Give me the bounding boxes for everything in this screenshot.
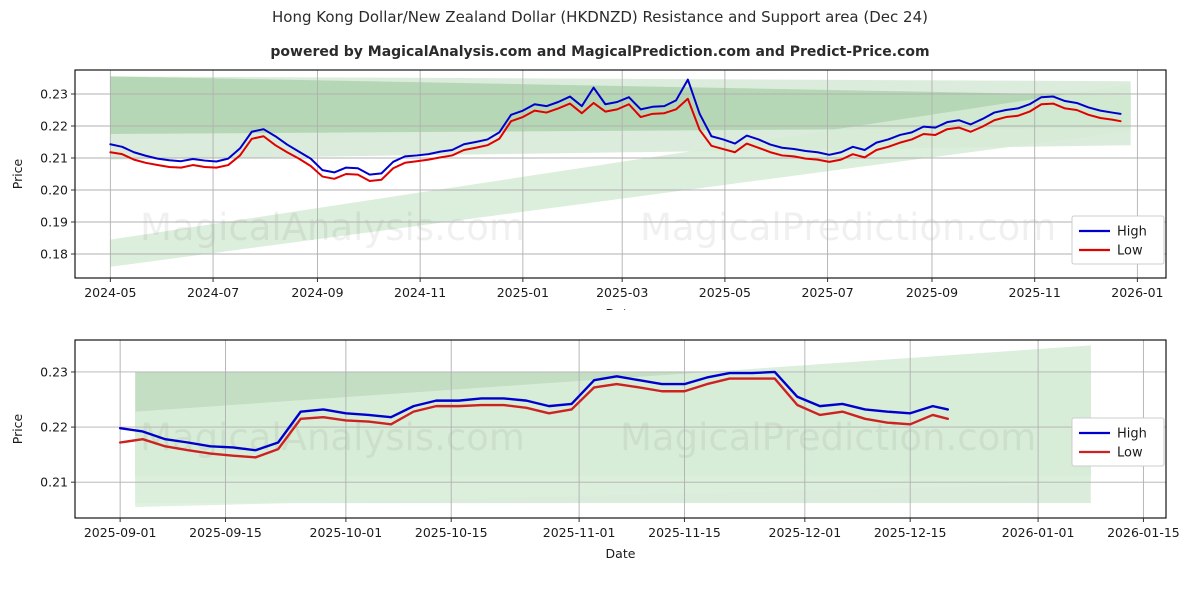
legend-label-high: High xyxy=(1117,225,1147,240)
series-line-low xyxy=(118,377,949,459)
grid-layer xyxy=(75,70,1166,278)
x-tick-label: 2024-05 xyxy=(84,285,136,300)
series-layer xyxy=(109,78,1122,183)
axis-layer: 0.18 0.19 0.20 0.21 0.22 0.23 2024-05 2024-07 20… xyxy=(10,87,1163,311)
resistance-band xyxy=(110,76,1131,134)
y-tick-label: 0.23 xyxy=(40,364,68,379)
watermark-text: MagicalPrediction.com xyxy=(640,206,1056,249)
legend-label-low: Low xyxy=(1117,244,1143,259)
watermark-text: MagicalAnalysis.com xyxy=(140,206,525,249)
y-tick-label: 0.22 xyxy=(40,119,68,134)
x-tick-label: 2025-09-15 xyxy=(189,525,262,540)
legend: High Low xyxy=(1071,215,1165,265)
y-tick-label: 0.18 xyxy=(40,247,68,262)
x-axis-title: Date xyxy=(606,546,636,561)
legend-label-high: High xyxy=(1117,427,1147,442)
y-tick-label: 0.23 xyxy=(40,87,68,102)
x-tick-label: 2025-09 xyxy=(906,285,958,300)
x-tick-label: 2024-07 xyxy=(187,285,239,300)
page-subtitle: powered by MagicalAnalysis.com and Magic… xyxy=(270,44,930,60)
legend-label-low: Low xyxy=(1117,446,1143,461)
x-tick-label: 2025-11-01 xyxy=(543,525,616,540)
x-tick-label: 2026-01 xyxy=(1111,285,1163,300)
watermark-layer: MagicalAnalysis.com MagicalPrediction.com xyxy=(140,206,1056,249)
legend: High Low xyxy=(1071,417,1165,467)
y-tick-label: 0.19 xyxy=(40,215,68,230)
x-tick-label: 2025-01 xyxy=(497,285,549,300)
x-tick-label: 2026-01-15 xyxy=(1107,525,1180,540)
x-tick-label: 2024-11 xyxy=(394,285,446,300)
band-layer xyxy=(135,345,1091,507)
grid-layer xyxy=(75,340,1166,518)
x-tick-label: 2025-05 xyxy=(699,285,751,300)
support-band xyxy=(135,345,1091,507)
plot-frame xyxy=(74,339,1167,519)
x-tick-label: 2025-09-01 xyxy=(84,525,157,540)
series-line-low xyxy=(109,97,1122,183)
watermark-text: MagicalPrediction.com xyxy=(620,416,1036,459)
series-layer xyxy=(118,370,949,459)
plot-frame xyxy=(74,69,1167,279)
bottom-chart: MagicalAnalysis.com MagicalPrediction.com… xyxy=(10,339,1180,561)
x-tick-label: 2025-12-15 xyxy=(874,525,947,540)
top-chart: MagicalAnalysis.com MagicalPrediction.com… xyxy=(10,69,1167,311)
support-band xyxy=(110,84,1131,267)
series-line-high xyxy=(118,370,949,452)
x-tick-label: 2025-11-15 xyxy=(648,525,721,540)
legend-box xyxy=(1071,417,1165,467)
x-tick-label: 2025-10-01 xyxy=(310,525,383,540)
x-tick-label: 2024-09 xyxy=(291,285,343,300)
series-line-high xyxy=(109,78,1122,176)
x-axis-title: Date xyxy=(606,306,636,310)
y-tick-label: 0.21 xyxy=(40,475,68,490)
x-tick-label: 2025-03 xyxy=(596,285,648,300)
y-axis-title: Price xyxy=(10,158,25,189)
y-tick-label: 0.20 xyxy=(40,183,68,198)
page-title: Hong Kong Dollar/New Zealand Dollar (HKD… xyxy=(272,8,928,26)
x-tick-label: 2025-07 xyxy=(801,285,853,300)
axis-layer: 0.21 0.22 0.23 2025-09-01 2025-09-15 2025-10-… xyxy=(10,364,1180,561)
x-tick-label: 2026-01-01 xyxy=(1002,525,1075,540)
y-tick-label: 0.21 xyxy=(40,151,68,166)
y-axis-title: Price xyxy=(10,413,25,444)
band-layer xyxy=(110,76,1131,267)
x-tick-label: 2025-10-15 xyxy=(415,525,488,540)
x-tick-label: 2025-12-01 xyxy=(769,525,842,540)
y-tick-label: 0.22 xyxy=(40,420,68,435)
legend-box xyxy=(1071,215,1165,265)
x-tick-label: 2025-11 xyxy=(1009,285,1061,300)
